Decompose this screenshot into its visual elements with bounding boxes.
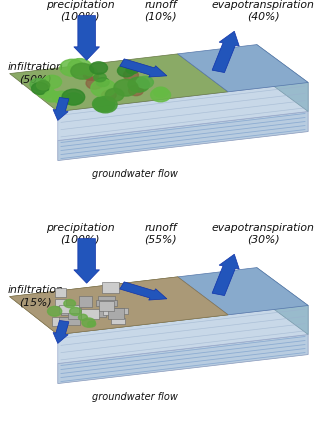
Circle shape xyxy=(90,62,108,74)
Text: precipitation
(100%): precipitation (100%) xyxy=(46,223,115,244)
Circle shape xyxy=(101,90,116,100)
Circle shape xyxy=(86,77,103,89)
Polygon shape xyxy=(178,45,308,92)
Circle shape xyxy=(31,83,49,95)
Bar xyxy=(102,282,119,293)
FancyArrow shape xyxy=(120,282,167,300)
Circle shape xyxy=(105,88,124,101)
Bar xyxy=(99,296,116,302)
Text: infiltration
(15%): infiltration (15%) xyxy=(7,285,63,307)
Bar xyxy=(112,308,127,314)
Text: runoff
(10%): runoff (10%) xyxy=(144,0,177,21)
Polygon shape xyxy=(58,112,308,161)
Circle shape xyxy=(96,78,109,87)
Text: groundwater flow: groundwater flow xyxy=(92,392,178,402)
Bar xyxy=(111,318,125,324)
Bar xyxy=(86,310,106,317)
Bar xyxy=(59,317,80,325)
FancyArrow shape xyxy=(53,98,69,120)
Bar xyxy=(59,305,79,313)
Bar xyxy=(68,308,81,318)
Bar xyxy=(108,308,124,319)
FancyArrow shape xyxy=(212,254,239,296)
Bar xyxy=(61,306,79,315)
Polygon shape xyxy=(58,83,308,140)
Circle shape xyxy=(94,96,117,113)
Polygon shape xyxy=(58,334,308,384)
Circle shape xyxy=(65,93,82,105)
Circle shape xyxy=(83,71,97,80)
Circle shape xyxy=(37,81,50,90)
FancyArrow shape xyxy=(212,31,239,73)
Polygon shape xyxy=(10,277,228,334)
Circle shape xyxy=(52,91,70,103)
Circle shape xyxy=(117,65,135,77)
Circle shape xyxy=(84,67,97,76)
Circle shape xyxy=(123,70,138,80)
Polygon shape xyxy=(257,45,308,112)
Circle shape xyxy=(151,88,170,102)
Circle shape xyxy=(129,85,143,95)
Circle shape xyxy=(60,59,84,76)
Circle shape xyxy=(128,77,150,92)
Text: evapotranspiration
(40%): evapotranspiration (40%) xyxy=(212,0,315,21)
Circle shape xyxy=(153,87,168,97)
Circle shape xyxy=(136,76,153,88)
Text: precipitation
(100%): precipitation (100%) xyxy=(46,0,115,21)
FancyArrow shape xyxy=(74,239,100,283)
Circle shape xyxy=(70,307,81,315)
Polygon shape xyxy=(257,268,308,334)
Bar xyxy=(56,299,66,306)
Polygon shape xyxy=(58,306,308,363)
Circle shape xyxy=(114,79,138,96)
Circle shape xyxy=(92,96,114,112)
Polygon shape xyxy=(178,268,308,315)
Circle shape xyxy=(126,65,139,74)
Bar xyxy=(79,296,92,307)
Bar xyxy=(99,301,114,311)
Circle shape xyxy=(71,63,94,79)
Circle shape xyxy=(43,75,62,88)
FancyArrow shape xyxy=(74,16,100,60)
Text: runoff
(55%): runoff (55%) xyxy=(144,223,177,244)
Polygon shape xyxy=(10,54,228,112)
Text: infiltration
(50%): infiltration (50%) xyxy=(7,62,63,84)
Circle shape xyxy=(88,321,96,327)
Bar xyxy=(52,317,67,326)
Circle shape xyxy=(78,314,87,320)
Text: evapotranspiration
(30%): evapotranspiration (30%) xyxy=(212,223,315,244)
Circle shape xyxy=(44,91,60,102)
Polygon shape xyxy=(10,277,228,334)
Circle shape xyxy=(64,299,75,308)
Circle shape xyxy=(94,73,106,82)
Circle shape xyxy=(48,306,62,316)
Bar xyxy=(96,300,117,306)
Circle shape xyxy=(37,86,54,98)
Circle shape xyxy=(62,89,85,105)
Circle shape xyxy=(68,58,91,75)
Bar xyxy=(55,288,66,297)
Text: groundwater flow: groundwater flow xyxy=(92,169,178,179)
Circle shape xyxy=(91,79,116,97)
FancyArrow shape xyxy=(53,321,69,343)
Bar xyxy=(103,308,122,315)
Circle shape xyxy=(86,71,99,80)
FancyArrow shape xyxy=(120,59,167,77)
Circle shape xyxy=(82,318,95,327)
Circle shape xyxy=(97,99,115,112)
Circle shape xyxy=(30,78,47,90)
Bar xyxy=(81,309,100,319)
